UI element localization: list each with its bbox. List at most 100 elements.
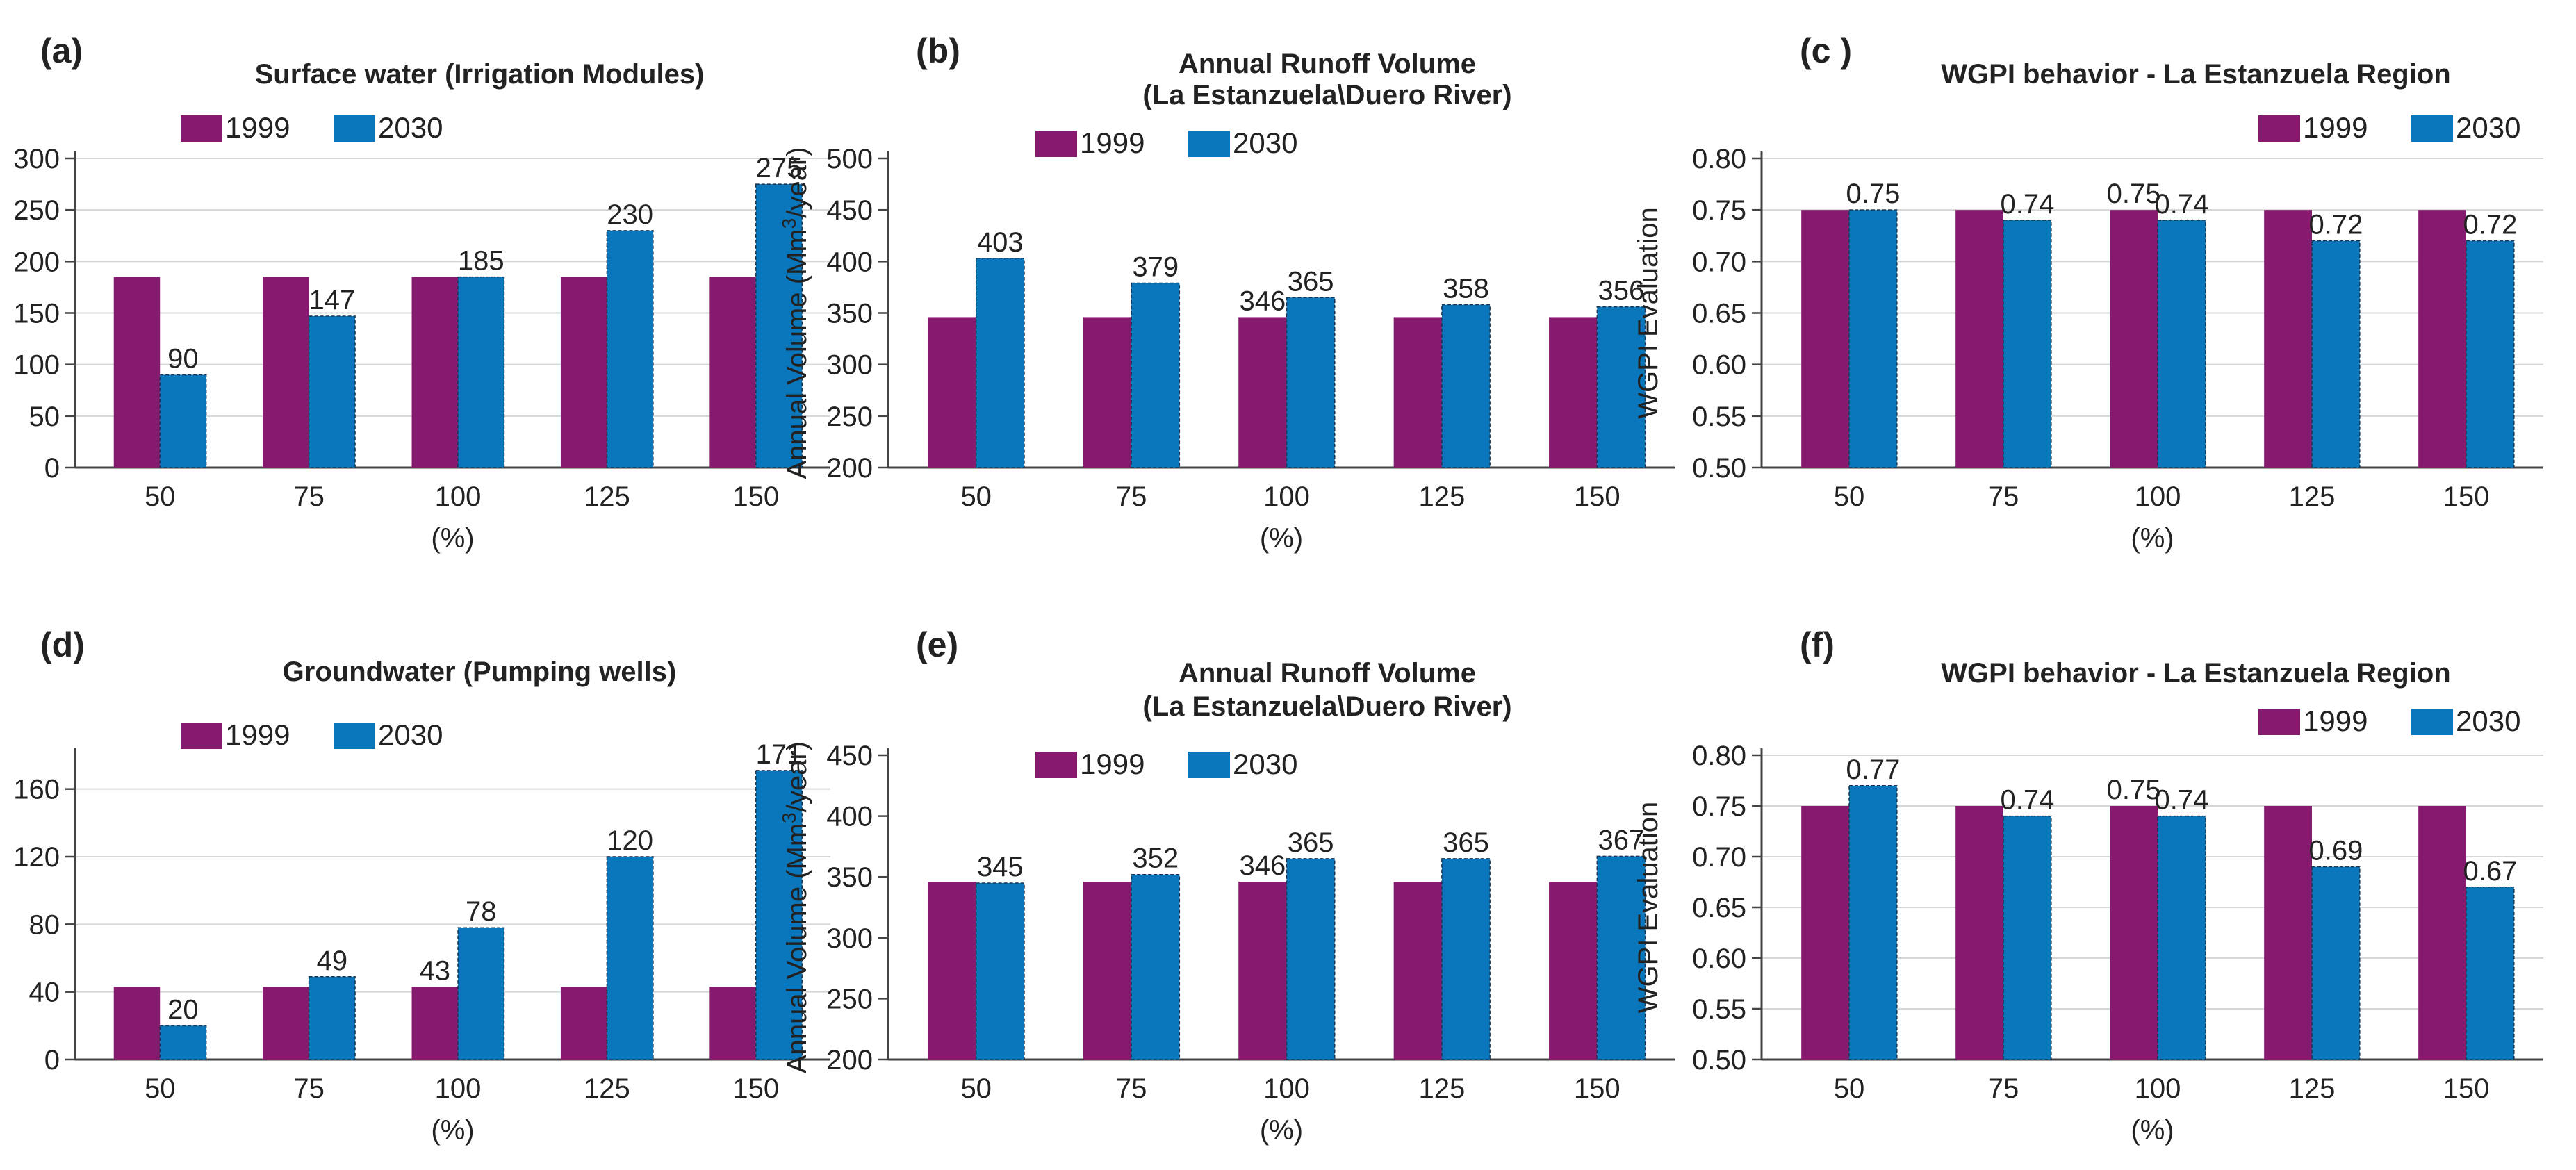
legend-label-1999: 1999 (2303, 705, 2368, 737)
bar-1999 (2264, 210, 2312, 468)
y-tick-label: 50 (29, 402, 60, 432)
x-axis-label: (%) (1260, 523, 1303, 554)
bar-1999 (709, 277, 756, 468)
legend-swatch-1999 (181, 115, 222, 142)
legend-label-2030: 2030 (378, 718, 443, 751)
data-label: 0.75 (2107, 775, 2161, 805)
data-label: 0.69 (2308, 836, 2363, 866)
bar-2030 (1286, 297, 1336, 468)
bar-1999 (1549, 882, 1598, 1060)
x-axis-label: (%) (1260, 1115, 1303, 1146)
x-axis-label: (%) (431, 1115, 474, 1146)
bar-2030 (975, 882, 1025, 1060)
x-tick-label: 150 (732, 481, 779, 512)
data-label: 403 (977, 227, 1024, 258)
y-axis-label: Annual Volume (Mm3/year) (778, 147, 813, 479)
y-tick-label: 400 (826, 802, 873, 832)
y-tick-label: 450 (826, 195, 873, 226)
data-label: 0.74 (2000, 785, 2054, 816)
legend-label-2030: 2030 (1233, 126, 1297, 159)
x-tick-label: 75 (293, 1073, 325, 1104)
bar-1999 (263, 987, 309, 1060)
bar-1999 (560, 277, 607, 468)
legend-swatch-2030 (334, 115, 375, 142)
bar-2030 (1286, 858, 1336, 1060)
bar-1999 (1801, 806, 1849, 1060)
x-tick-label: 50 (1834, 1073, 1865, 1104)
panel-letter: (b) (916, 31, 960, 70)
data-label: 358 (1443, 274, 1489, 304)
bar-1999 (1238, 317, 1287, 468)
bar-2030 (159, 1025, 207, 1060)
y-tick-label: 0.50 (1692, 1045, 1746, 1076)
y-tick-label: 0.65 (1692, 299, 1746, 329)
y-tick-label: 0 (44, 453, 60, 484)
y-tick-label: 0.75 (1692, 791, 1746, 822)
chart-title: Surface water (Irrigation Modules) (255, 59, 705, 90)
data-label: 230 (607, 199, 653, 230)
x-axis-label: (%) (431, 523, 474, 554)
bar-2030 (2466, 240, 2515, 468)
x-tick-label: 50 (145, 1073, 176, 1104)
bar-1999 (1801, 210, 1849, 468)
legend-swatch-1999 (1035, 752, 1077, 778)
bar-2030 (2311, 240, 2361, 468)
y-tick-label: 0.65 (1692, 893, 1746, 923)
bar-2030 (2466, 887, 2515, 1060)
legend-swatch-2030 (1188, 131, 1230, 157)
bar-1999 (1955, 806, 2003, 1060)
bar-1999 (1083, 882, 1132, 1060)
bar-1999 (709, 987, 756, 1060)
y-tick-label: 250 (13, 195, 60, 226)
legend-swatch-1999 (1035, 131, 1077, 157)
panel-letter: (a) (40, 31, 83, 70)
chart-title: (La Estanzuela\Duero River) (1142, 691, 1511, 722)
legend-swatch-2030 (1188, 752, 1230, 778)
y-tick-label: 400 (826, 247, 873, 277)
y-tick-label: 0 (44, 1045, 60, 1076)
x-tick-label: 150 (2443, 481, 2490, 512)
y-tick-label: 150 (13, 299, 60, 329)
bar-1999 (1955, 210, 2003, 468)
legend-label-2030: 2030 (1233, 748, 1297, 780)
chart-title: (La Estanzuela\Duero River) (1142, 80, 1511, 110)
legend-label-2030: 2030 (2456, 705, 2520, 737)
bar-2030 (1131, 873, 1181, 1060)
bar-1999 (263, 277, 309, 468)
legend-swatch-2030 (334, 723, 375, 749)
x-tick-label: 100 (1263, 481, 1310, 512)
bar-2030 (1441, 858, 1491, 1060)
x-tick-label: 125 (584, 481, 630, 512)
y-tick-label: 0.70 (1692, 842, 1746, 873)
x-tick-label: 75 (1116, 481, 1147, 512)
data-label: 365 (1443, 827, 1489, 858)
x-tick-label: 100 (1263, 1073, 1310, 1104)
panel-letter: (e) (916, 625, 958, 664)
y-axis-label: WGPI Evaluation (1633, 207, 1664, 419)
data-label: 0.72 (2308, 210, 2363, 240)
y-tick-label: 300 (826, 350, 873, 381)
y-axis-label: Annual Volume (Mm3/year) (778, 741, 813, 1073)
x-tick-label: 150 (1574, 481, 1621, 512)
chart-title: WGPI behavior - La Estanzuela Region (1941, 658, 2450, 689)
panel-letter: (d) (40, 625, 85, 664)
data-label: 49 (317, 946, 348, 976)
legend-swatch-1999 (2258, 709, 2300, 735)
panel-letter: (c ) (1800, 31, 1852, 70)
bar-2030 (606, 230, 654, 468)
y-tick-label: 450 (826, 741, 873, 771)
x-tick-label: 100 (2135, 481, 2181, 512)
x-tick-label: 150 (1574, 1073, 1621, 1104)
bar-1999 (1549, 317, 1598, 468)
x-tick-label: 150 (732, 1073, 779, 1104)
legend-label-1999: 1999 (1080, 748, 1145, 780)
x-tick-label: 75 (293, 481, 325, 512)
x-tick-label: 100 (2135, 1073, 2181, 1104)
x-axis-label: (%) (2131, 523, 2174, 554)
bar-2030 (308, 315, 356, 468)
x-tick-label: 125 (2289, 1073, 2336, 1104)
legend-swatch-1999 (181, 723, 222, 749)
